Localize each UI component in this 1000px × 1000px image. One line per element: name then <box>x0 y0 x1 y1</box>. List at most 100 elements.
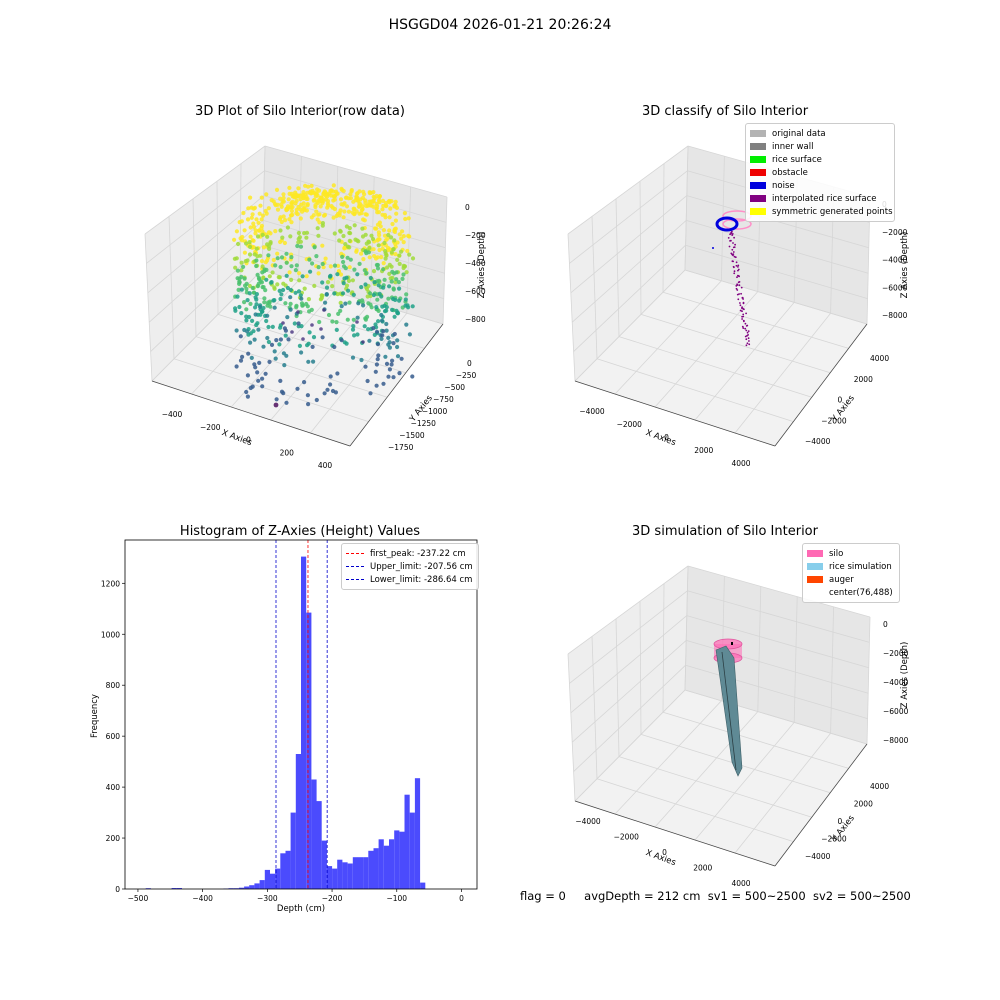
grid-line <box>573 664 686 772</box>
legend-label: silo <box>829 548 844 559</box>
data-point <box>253 228 258 233</box>
data-point <box>367 199 372 204</box>
data-point <box>289 264 294 269</box>
histogram-bar <box>301 556 307 889</box>
data-point <box>407 252 412 257</box>
y-tick-label: 4000 <box>870 354 889 363</box>
data-point <box>257 211 262 216</box>
data-point <box>237 304 242 310</box>
data-point <box>270 270 275 275</box>
grid-line <box>150 244 263 352</box>
data-point <box>374 201 379 206</box>
data-point <box>325 387 330 392</box>
data-point <box>395 310 400 315</box>
y-tick-label: −250 <box>456 371 477 380</box>
plot-panes <box>567 145 871 447</box>
data-point <box>323 300 328 305</box>
data-point <box>327 274 333 279</box>
data-point <box>273 229 278 234</box>
data-point <box>389 250 394 255</box>
data-point <box>288 307 293 312</box>
data-point <box>296 186 301 191</box>
interpolated-point <box>730 239 732 242</box>
data-point <box>397 286 402 291</box>
data-point <box>284 273 289 278</box>
data-point <box>364 241 369 246</box>
data-point <box>242 250 247 255</box>
data-point <box>259 259 265 264</box>
data-point <box>269 342 275 347</box>
data-point <box>322 391 327 396</box>
data-point <box>232 237 237 242</box>
data-point <box>266 230 272 235</box>
x-tick-label: 0 <box>459 894 464 903</box>
data-point <box>356 204 361 209</box>
data-point <box>299 324 304 329</box>
data-point <box>354 209 359 214</box>
data-point <box>360 234 366 239</box>
outlier-point <box>322 308 326 312</box>
grid-line <box>574 689 686 802</box>
histogram-bar <box>352 857 358 889</box>
histogram-bar <box>311 779 317 889</box>
data-point <box>236 241 241 247</box>
legend-label: center(76,488) <box>829 587 893 598</box>
data-point <box>274 338 279 343</box>
interpolated-point <box>743 320 745 323</box>
grid-line <box>662 583 665 713</box>
grid-line <box>734 732 831 854</box>
data-point <box>283 301 288 306</box>
interpolated-point <box>736 276 738 279</box>
left-pane <box>568 146 688 381</box>
data-point <box>331 198 336 203</box>
grid-line <box>574 269 686 382</box>
data-point <box>348 196 353 201</box>
data-point <box>306 297 311 302</box>
histogram-bar <box>321 840 327 889</box>
x-tick-label: −4000 <box>579 407 605 416</box>
data-point <box>406 216 411 221</box>
classify-legend: original data inner wall rice surface obsta… <box>745 123 895 222</box>
outlier-point <box>296 310 300 314</box>
data-point <box>273 356 278 361</box>
data-point <box>367 255 372 260</box>
data-point <box>320 335 325 340</box>
interpolated-point <box>748 340 750 342</box>
data-point <box>279 292 284 297</box>
data-point <box>378 224 383 229</box>
data-point <box>241 264 246 269</box>
data-point <box>351 324 356 329</box>
data-point <box>410 304 415 309</box>
data-point <box>285 225 290 230</box>
data-point <box>312 245 317 250</box>
data-point <box>334 320 339 325</box>
data-point <box>372 280 377 285</box>
data-point <box>390 221 395 227</box>
y-tick-label: −500 <box>444 383 465 392</box>
data-point <box>252 205 257 210</box>
legend-line <box>346 566 364 567</box>
grid-line <box>614 700 722 815</box>
legend-entry: rice surface <box>750 153 890 166</box>
data-point <box>281 199 286 204</box>
data-point <box>309 215 314 220</box>
data-point <box>387 367 392 372</box>
data-point <box>320 261 325 267</box>
grid-line <box>569 590 688 684</box>
data-point <box>279 255 285 260</box>
histogram-bar <box>368 850 374 889</box>
data-point <box>235 294 240 299</box>
data-point <box>301 201 306 206</box>
interpolated-point <box>732 265 735 268</box>
data-point <box>384 203 389 209</box>
grid-line <box>686 220 869 274</box>
panel-title-raw: 3D Plot of Silo Interior(row data) <box>195 104 405 119</box>
data-point <box>272 305 277 310</box>
floor-pane <box>575 690 867 866</box>
data-point <box>355 272 360 277</box>
data-point <box>366 202 371 207</box>
data-point <box>245 258 250 263</box>
data-point <box>383 354 388 359</box>
data-point <box>363 282 368 287</box>
data-point <box>234 229 239 234</box>
